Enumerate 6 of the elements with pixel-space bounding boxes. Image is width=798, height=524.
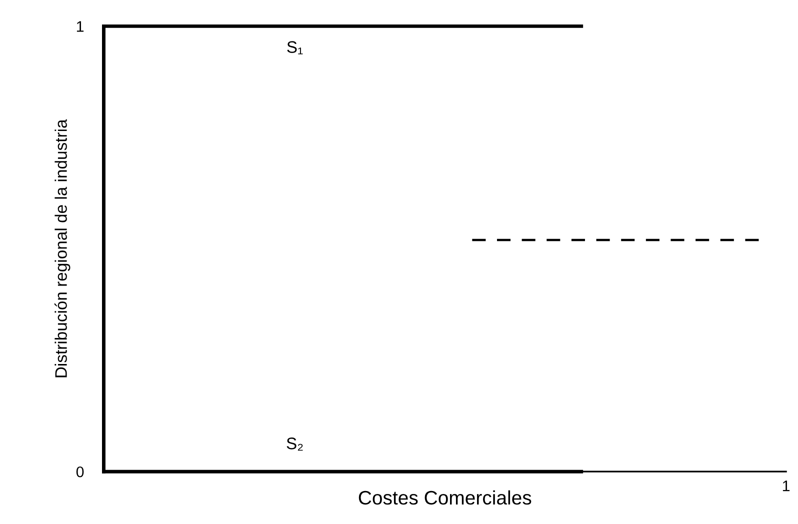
- text: 1: [782, 480, 790, 492]
- x-axis-title: Costes Comerciales: [358, 490, 532, 505]
- series-label: S₂: [286, 438, 303, 451]
- series-label: S₁: [287, 41, 303, 54]
- y-axis-title: Distribución regional de la industria: [54, 119, 70, 378]
- y-tick-label: 0: [76, 466, 84, 478]
